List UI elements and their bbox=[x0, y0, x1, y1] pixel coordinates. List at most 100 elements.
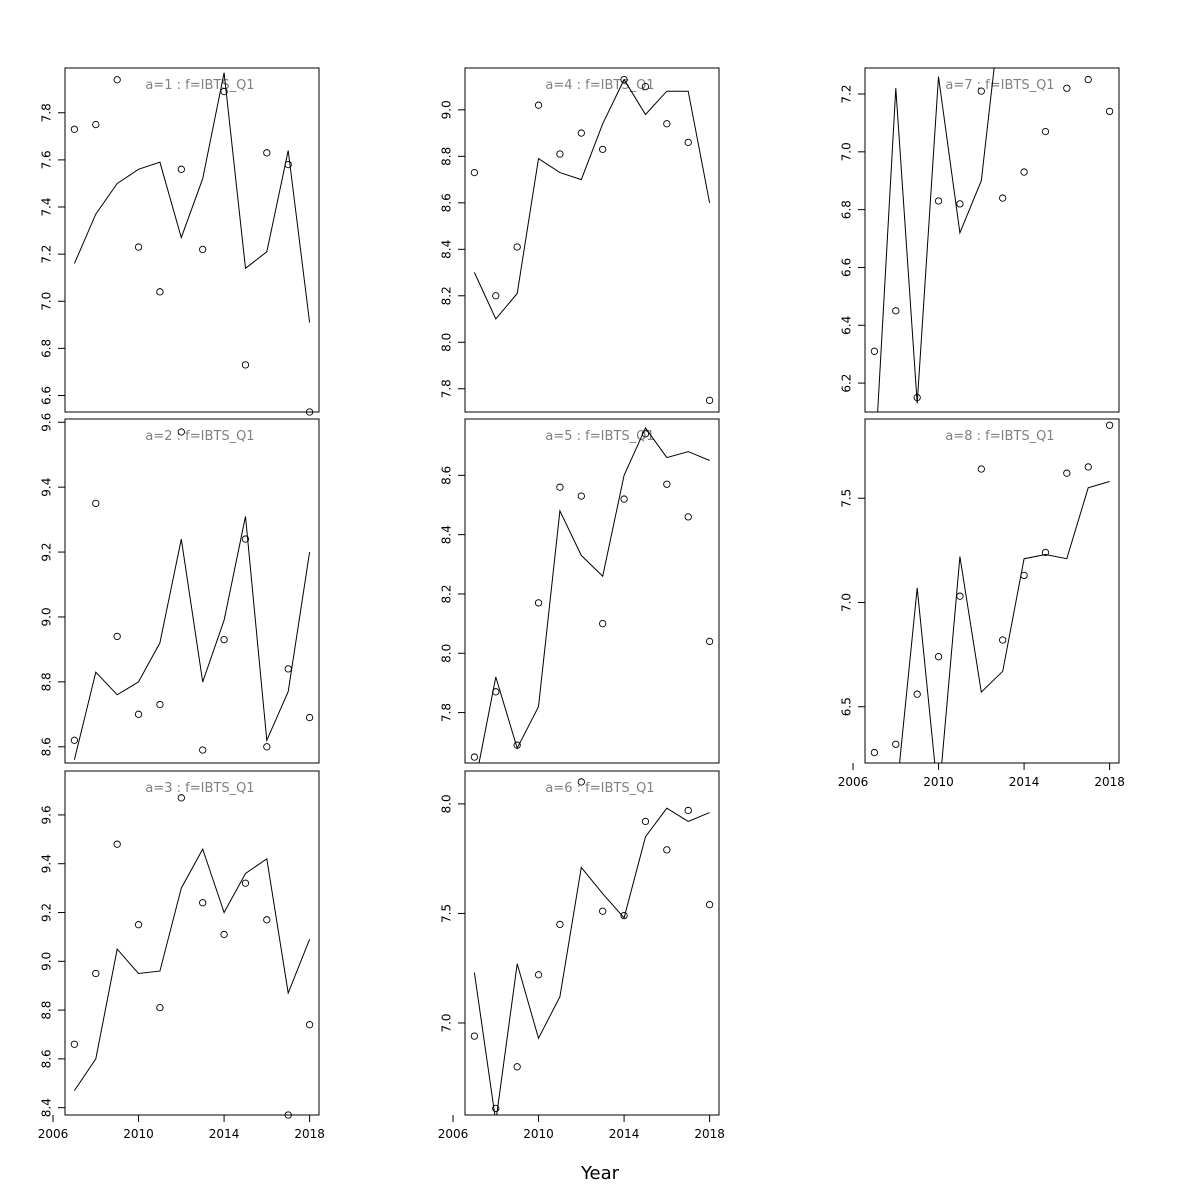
y-tick-label: 9.6 bbox=[40, 413, 54, 432]
observed-point bbox=[1041, 127, 1050, 136]
observed-point bbox=[556, 150, 564, 158]
observed-point bbox=[113, 840, 121, 848]
observed-point bbox=[284, 1111, 292, 1119]
y-tick-label: 8.0 bbox=[440, 644, 454, 663]
y-tick-label: 7.0 bbox=[40, 292, 54, 311]
y-tick-label: 8.0 bbox=[440, 333, 454, 352]
y-tick-label: 7.0 bbox=[440, 1013, 454, 1032]
y-tick-label: 8.0 bbox=[440, 794, 454, 813]
observed-point bbox=[177, 165, 185, 173]
observed-point bbox=[492, 292, 500, 300]
observed-point bbox=[705, 637, 714, 646]
observed-point bbox=[305, 408, 314, 416]
observed-point bbox=[663, 846, 671, 854]
y-tick-label: 8.8 bbox=[40, 672, 54, 691]
y-tick-label: 6.5 bbox=[840, 697, 854, 716]
observed-point bbox=[599, 145, 607, 154]
observed-point bbox=[134, 710, 143, 718]
y-tick-label: 6.4 bbox=[840, 316, 854, 335]
observed-point bbox=[599, 907, 607, 915]
fitted-line bbox=[899, 481, 1110, 763]
y-tick-label: 7.2 bbox=[40, 245, 54, 264]
panel-title: a=8 : f=IBTS_Q1 bbox=[945, 429, 1054, 444]
observed-point bbox=[684, 138, 692, 147]
observed-point bbox=[977, 465, 985, 473]
panel-a6: a=6 : f=IBTS_Q1 7.0 7.5 8.0 2006 2010 2014 2018 bbox=[438, 770, 725, 1141]
panel-a4: a=4 : f=IBTS_Q1 7.8 8.0 8.2 8.4 8.6 8.8 9.0 bbox=[440, 67, 720, 413]
x-tick-label: 2018 bbox=[294, 1127, 325, 1141]
observed-point bbox=[220, 636, 228, 644]
observed-point bbox=[934, 197, 943, 205]
panel-frame bbox=[864, 418, 1120, 764]
panel-title: a=3 : f=IBTS_Q1 bbox=[145, 781, 254, 796]
panel-frame bbox=[64, 67, 320, 413]
observed-point bbox=[999, 636, 1007, 644]
observed-point bbox=[870, 347, 879, 355]
observed-point bbox=[556, 483, 564, 491]
y-tick-label: 8.4 bbox=[440, 240, 454, 259]
panel-frame bbox=[64, 770, 320, 1116]
observed-point bbox=[241, 361, 250, 369]
observed-point bbox=[999, 194, 1007, 202]
panel-title: a=6 : f=IBTS_Q1 bbox=[545, 781, 654, 796]
x-tick-label: 2014 bbox=[609, 1127, 640, 1141]
x-tick-label: 2010 bbox=[523, 1127, 554, 1141]
observed-point bbox=[177, 428, 185, 436]
y-tick-label: 8.2 bbox=[440, 584, 454, 603]
y-tick-label: 9.0 bbox=[40, 952, 54, 971]
observed-point bbox=[892, 307, 900, 315]
observed-point bbox=[220, 87, 228, 96]
observed-point bbox=[684, 513, 692, 521]
observed-point bbox=[470, 1032, 479, 1040]
y-tick-label: 6.6 bbox=[40, 386, 54, 405]
observed-point bbox=[641, 430, 650, 438]
observed-point bbox=[534, 101, 543, 109]
y-tick-label: 9.4 bbox=[40, 478, 54, 497]
y-tick-label: 8.8 bbox=[440, 147, 454, 166]
observed-point bbox=[513, 1063, 521, 1071]
panel-a7: a=7 : f=IBTS_Q1 6.2 6.4 6.6 6.8 7.0 7.2 bbox=[840, 67, 1120, 413]
panel-a1: a=1 : f=IBTS_Q1 6.6 6.8 7.0 7.2 7.4 7.6 7.8 bbox=[40, 67, 320, 416]
observed-point bbox=[70, 736, 79, 744]
observed-point bbox=[92, 499, 100, 508]
observed-point bbox=[1105, 421, 1114, 429]
observed-point bbox=[70, 1040, 79, 1048]
x-tick-label: 2018 bbox=[1094, 775, 1125, 789]
observed-point bbox=[663, 480, 671, 488]
observed-point bbox=[284, 665, 292, 673]
observed-point bbox=[284, 160, 292, 169]
y-tick-label: 9.0 bbox=[40, 607, 54, 626]
observed-point bbox=[913, 690, 921, 698]
y-tick-label: 9.2 bbox=[40, 903, 54, 922]
y-tick-label: 7.0 bbox=[840, 142, 854, 161]
observed-point bbox=[70, 125, 79, 133]
fitted-line bbox=[73, 72, 311, 323]
panel-a2: a=2 : f=IBTS_Q1 8.6 8.8 9.0 9.2 9.4 9.6 bbox=[40, 413, 320, 764]
observed-point bbox=[263, 149, 271, 157]
y-tick-label: 8.6 bbox=[440, 193, 454, 212]
observed-point bbox=[913, 393, 921, 402]
y-tick-label: 9.6 bbox=[40, 805, 54, 824]
observed-point bbox=[177, 794, 185, 802]
observed-point bbox=[641, 82, 650, 91]
y-tick-label: 7.8 bbox=[40, 103, 54, 122]
x-tick-label: 2014 bbox=[1009, 775, 1040, 789]
observed-point bbox=[620, 495, 628, 503]
fitted-line bbox=[73, 516, 311, 760]
panel-frame bbox=[464, 770, 720, 1116]
y-tick-label: 6.8 bbox=[840, 200, 854, 219]
y-tick-label: 7.5 bbox=[840, 489, 854, 508]
observed-point bbox=[305, 1021, 314, 1029]
observed-point bbox=[1084, 75, 1092, 84]
observed-point bbox=[1041, 548, 1050, 557]
observed-point bbox=[577, 778, 585, 786]
x-tick-label: 2018 bbox=[694, 1127, 725, 1141]
y-tick-label: 7.4 bbox=[40, 197, 54, 216]
y-tick-label: 7.6 bbox=[40, 150, 54, 169]
y-tick-label: 7.8 bbox=[440, 703, 454, 722]
observed-point bbox=[470, 168, 479, 177]
fitted-line bbox=[877, 68, 995, 412]
observed-point bbox=[513, 741, 521, 749]
y-tick-label: 8.4 bbox=[40, 1098, 54, 1117]
observed-point bbox=[620, 911, 628, 920]
